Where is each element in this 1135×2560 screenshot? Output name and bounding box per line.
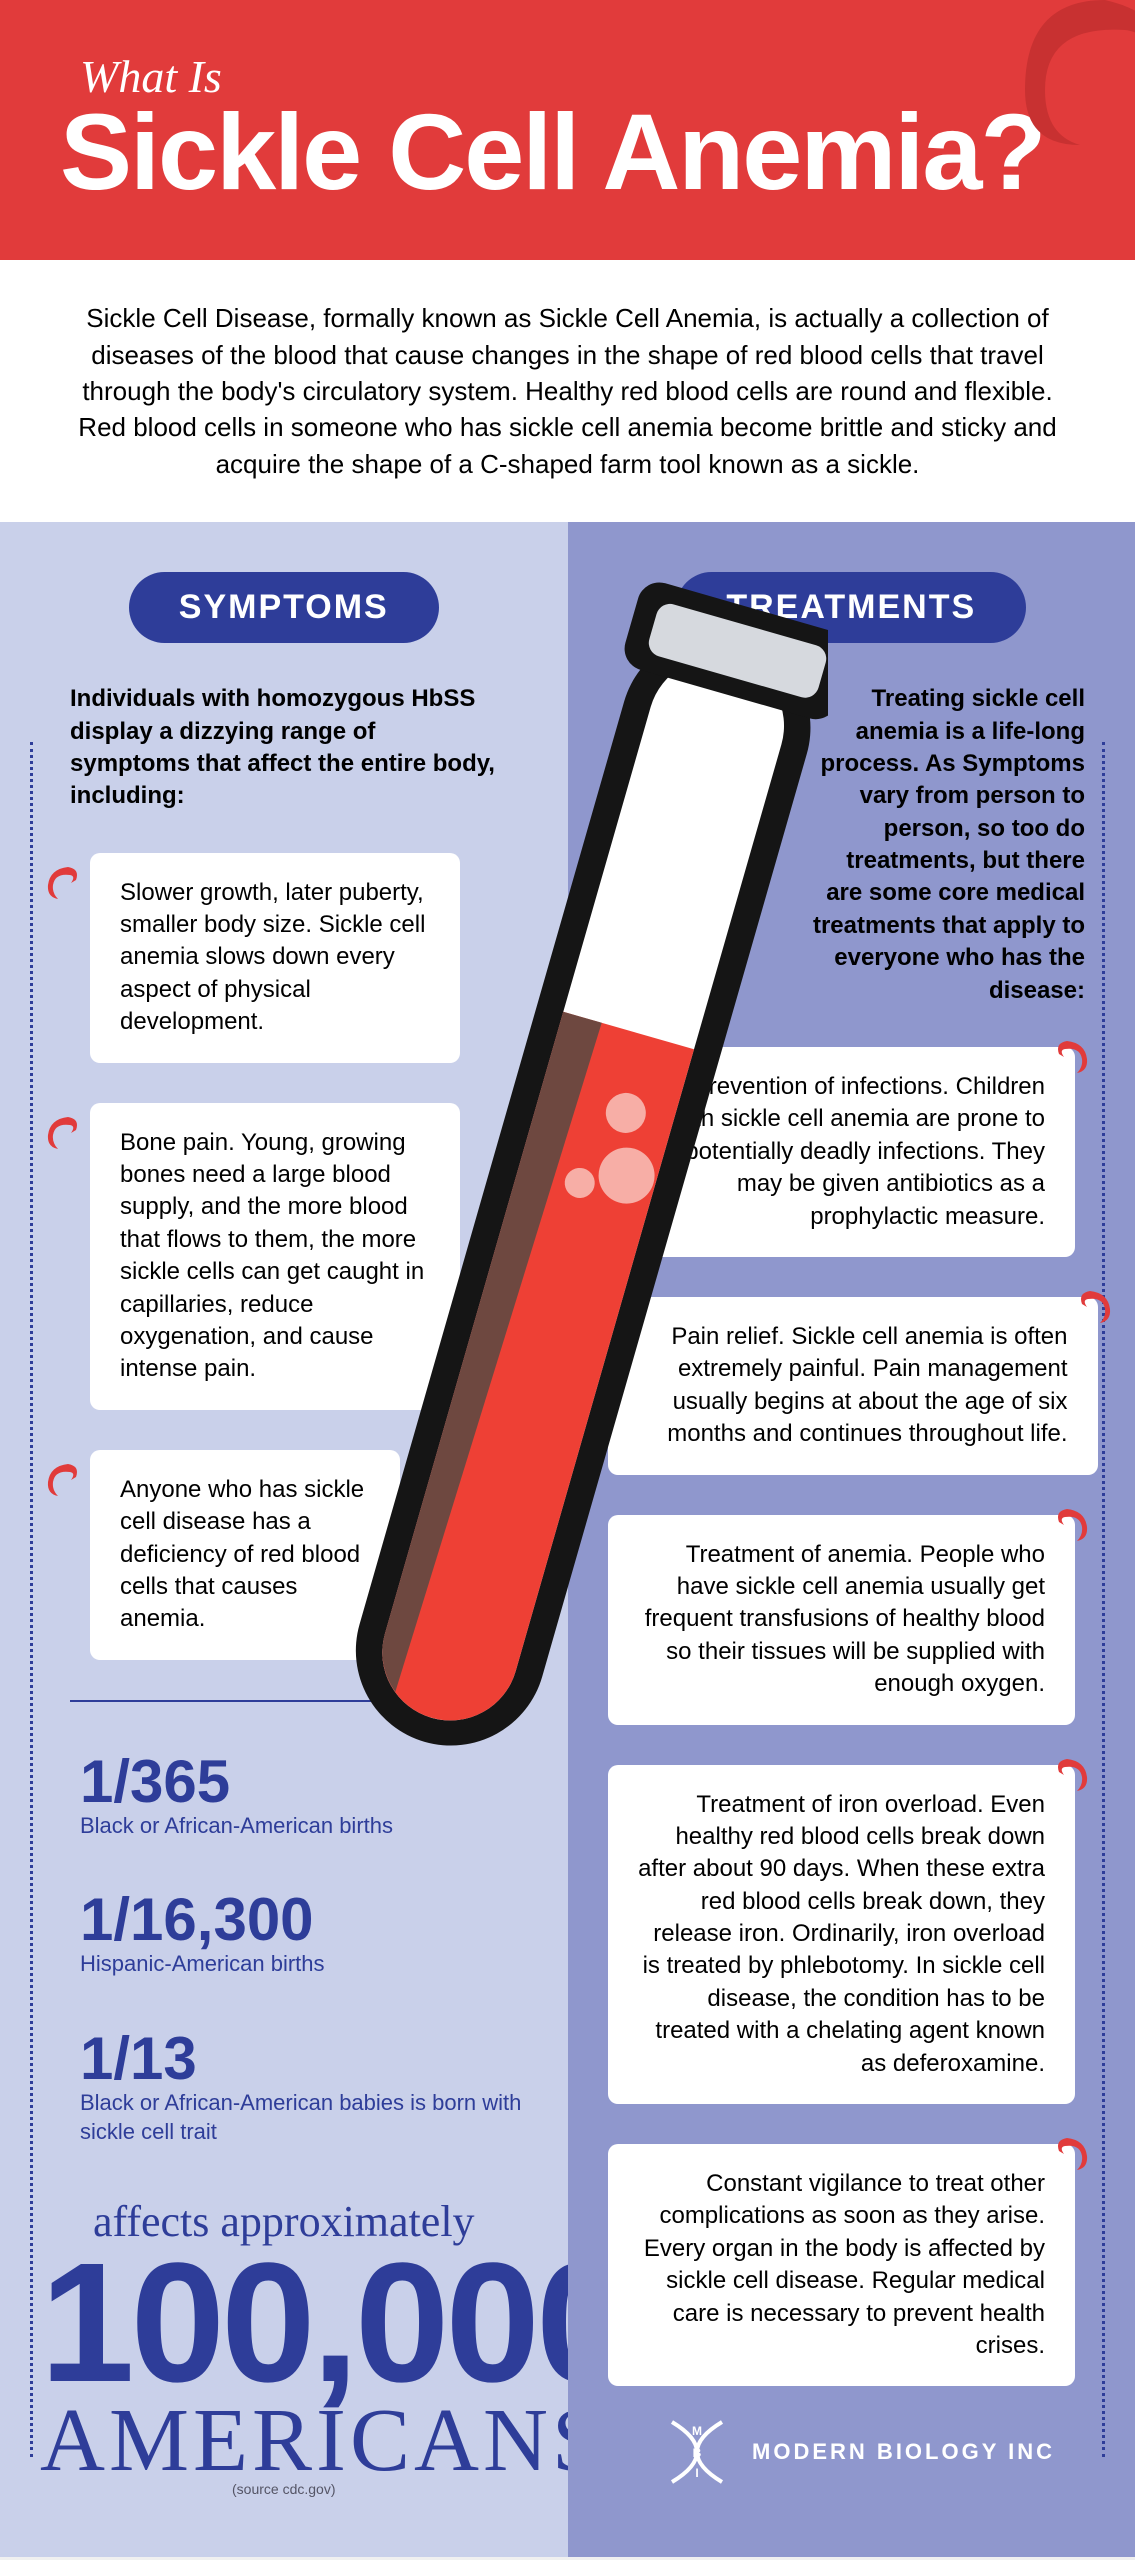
footer-company-name: MODERN BIOLOGY INC — [752, 2439, 1055, 2465]
symptom-card: Bone pain. Young, growing bones need a l… — [90, 1103, 460, 1410]
stat-label: Black or African-American births — [80, 1812, 528, 1841]
dotted-connector-left — [30, 742, 33, 2457]
section-divider — [70, 1700, 498, 1702]
sickle-bullet-icon — [1078, 1287, 1118, 1336]
stat-block: 1/365 Black or African-American births — [80, 1752, 528, 1841]
stat-label: Hispanic-American births — [80, 1950, 528, 1979]
treatment-card: Treatment of iron overload. Even healthy… — [608, 1765, 1076, 2105]
sickle-bullet-icon — [1055, 1037, 1095, 1086]
stat-block: 1/16,300 Hispanic-American births — [80, 1890, 528, 1979]
columns-container: SYMPTOMS Individuals with homozygous HbS… — [0, 522, 1135, 2557]
infographic-page: What Is Sickle Cell Anemia? Sickle Cell … — [0, 0, 1135, 2557]
symptoms-column: SYMPTOMS Individuals with homozygous HbS… — [0, 522, 568, 2557]
dotted-connector-right — [1102, 742, 1105, 2457]
header: What Is Sickle Cell Anemia? — [0, 0, 1135, 260]
treatment-text: Treatment of anemia. People who have sic… — [645, 1541, 1045, 1698]
treatment-card: Treatment of anemia. People who have sic… — [608, 1515, 1076, 1725]
svg-text:B: B — [693, 2446, 702, 2460]
symptom-text: Anyone who has sickle cell disease has a… — [120, 1476, 364, 1633]
stat-number: 1/16,300 — [80, 1890, 528, 1950]
treatments-heading: TREATMENTS — [676, 572, 1026, 643]
dna-helix-icon: M B I — [662, 2417, 732, 2487]
stat-block: 1/13 Black or African-American babies is… — [80, 2029, 528, 2146]
footer-logo: M B I MODERN BIOLOGY INC — [662, 2417, 1055, 2487]
svg-text:I: I — [695, 2466, 698, 2480]
sickle-bullet-icon — [40, 1460, 80, 1509]
symptoms-heading: SYMPTOMS — [129, 572, 439, 643]
treatment-card: Pain relief. Sickle cell anemia is often… — [608, 1297, 1098, 1475]
header-title: Sickle Cell Anemia? — [60, 103, 1075, 200]
sickle-bullet-icon — [40, 863, 80, 912]
intro-paragraph: Sickle Cell Disease, formally known as S… — [0, 260, 1135, 522]
header-decoration-sickle — [965, 0, 1135, 170]
stat-number: 1/365 — [80, 1752, 528, 1812]
treatment-text: Prevention of infections. Children with … — [671, 1073, 1045, 1230]
symptoms-intro: Individuals with homozygous HbSS display… — [40, 683, 528, 813]
treatment-card: Prevention of infections. Children with … — [615, 1047, 1075, 1257]
sickle-bullet-icon — [1055, 2134, 1095, 2183]
symptom-card: Anyone who has sickle cell disease has a… — [90, 1450, 400, 1660]
affects-unit: AMERICANS — [40, 2400, 528, 2481]
sickle-bullet-icon — [40, 1113, 80, 1162]
treatment-text: Constant vigilance to treat other compli… — [644, 2170, 1045, 2359]
treatment-text: Pain relief. Sickle cell anemia is often… — [667, 1323, 1067, 1447]
symptom-card: Slower growth, later puberty, smaller bo… — [90, 853, 460, 1063]
svg-text:M: M — [692, 2424, 702, 2438]
treatments-column: TREATMENTS Treating sickle cell anemia i… — [568, 522, 1135, 2557]
sickle-bullet-icon — [1055, 1505, 1095, 1554]
symptom-text: Bone pain. Young, growing bones need a l… — [120, 1129, 424, 1383]
treatments-intro: Treating sickle cell anemia is a life-lo… — [608, 683, 1096, 1007]
sickle-bullet-icon — [1055, 1755, 1095, 1804]
treatment-card: Constant vigilance to treat other compli… — [608, 2144, 1076, 2386]
stat-number: 1/13 — [80, 2029, 528, 2089]
stat-label: Black or African-American babies is born… — [80, 2089, 528, 2146]
affects-number: 100,000 — [40, 2247, 528, 2400]
affects-callout: affects approximately 100,000 AMERICANS … — [40, 2196, 528, 2497]
two-column-layout: SYMPTOMS Individuals with homozygous HbS… — [0, 522, 1135, 2557]
symptom-text: Slower growth, later puberty, smaller bo… — [120, 879, 425, 1036]
treatment-text: Treatment of iron overload. Even healthy… — [638, 1791, 1045, 2077]
